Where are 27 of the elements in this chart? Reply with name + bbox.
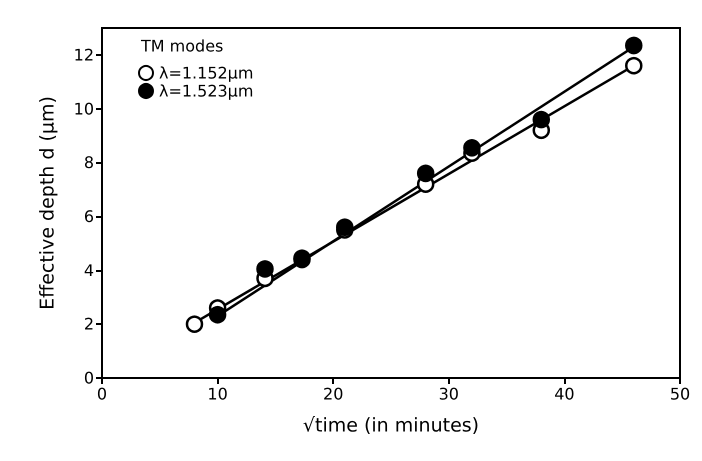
legend-label: λ=1.152μm — [159, 64, 254, 82]
x-tick-label: 20 — [323, 384, 344, 404]
y-tick-label: 10 — [74, 99, 94, 118]
y-tick-label: 6 — [84, 206, 94, 226]
y-tick-label: 2 — [84, 314, 94, 334]
x-tick-label: 40 — [554, 384, 575, 404]
x-tick-label: 30 — [438, 384, 459, 404]
point — [208, 306, 226, 324]
y-tick-label: 12 — [74, 45, 94, 64]
x-tick-label: 0 — [96, 384, 108, 404]
legend-label: λ=1.523μm — [159, 82, 254, 100]
x-tick-label: 50 — [670, 384, 690, 404]
x-tick-label: 10 — [207, 384, 228, 404]
point — [336, 218, 354, 236]
point — [625, 56, 643, 74]
point — [186, 315, 204, 333]
legend-title: TM modes — [140, 36, 224, 56]
point — [625, 36, 643, 54]
y-tick-label: 0 — [84, 368, 94, 388]
point — [463, 139, 481, 157]
y-tick-label: 4 — [84, 260, 94, 280]
point — [416, 164, 434, 182]
y-axis-title: Effective depth d (μm) — [36, 96, 58, 310]
y-tick-label: 8 — [84, 153, 94, 172]
point — [532, 110, 550, 128]
point — [256, 260, 274, 278]
x-axis-title: √time (in minutes) — [302, 414, 480, 436]
